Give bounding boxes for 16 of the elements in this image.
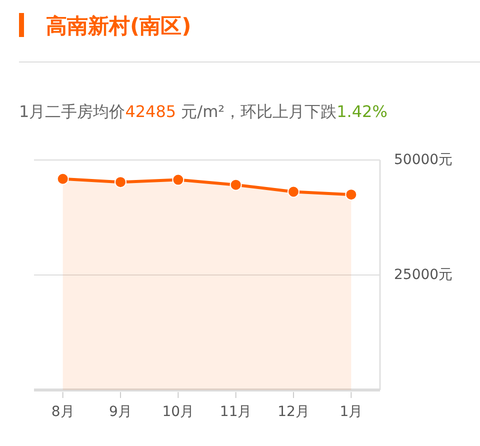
x-tick-label: 12月 [278,404,310,420]
x-tick-label: 9月 [109,404,132,420]
x-tick-label: 11月 [220,404,252,420]
point [288,186,300,198]
point [172,174,184,186]
y-tick-label: 50000元 [394,152,453,168]
y-tick-label: 25000元 [394,267,453,283]
chart-subtitle: 1月二手房均价42485 元/m²，环比上月下跌1.42% [19,102,388,121]
point [230,178,242,191]
chart-title: 高南新村(南区) [46,14,192,38]
x-tick-label: 10月 [162,404,194,420]
point [114,176,126,188]
x-tick-label: 1月 [340,404,363,420]
point [345,188,358,201]
x-tick-label: 8月 [51,404,74,420]
point [56,172,69,185]
